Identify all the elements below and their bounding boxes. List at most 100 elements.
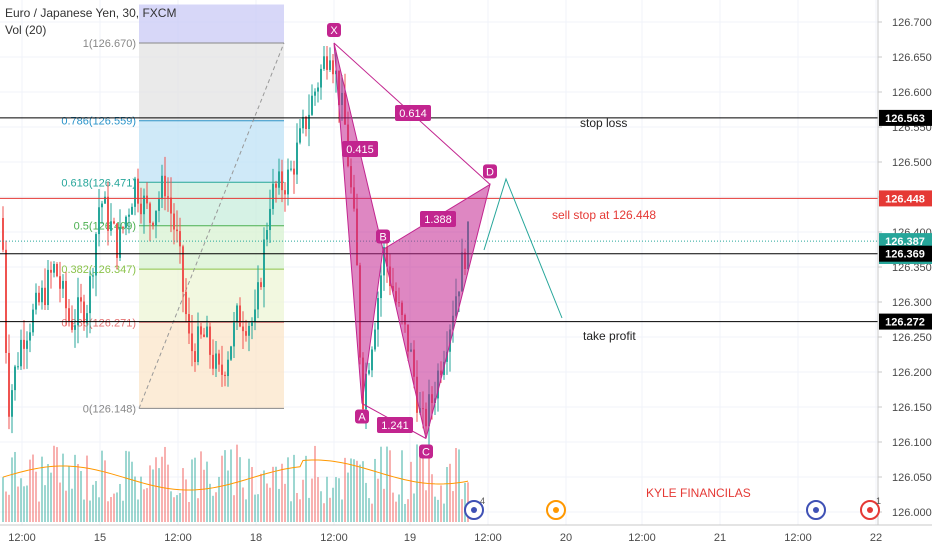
candle-body-22[interactable] bbox=[68, 308, 70, 321]
candle-body-108[interactable] bbox=[326, 56, 328, 70]
candle-body-0[interactable] bbox=[2, 218, 4, 250]
candle-body-67[interactable] bbox=[203, 334, 205, 337]
candle-body-61[interactable] bbox=[185, 291, 187, 315]
candle-body-4[interactable] bbox=[14, 366, 16, 391]
price-marker-0[interactable] bbox=[879, 109, 932, 126]
candle-body-28[interactable] bbox=[86, 313, 88, 324]
candle-body-44[interactable] bbox=[134, 178, 136, 207]
candle-body-33[interactable] bbox=[101, 203, 103, 208]
price-marker-2[interactable] bbox=[879, 233, 932, 250]
price-marker-4[interactable] bbox=[879, 245, 932, 262]
candle-body-105[interactable] bbox=[317, 87, 319, 92]
candle-body-41[interactable] bbox=[125, 216, 127, 228]
price-marker-1[interactable] bbox=[879, 190, 932, 207]
candle-body-102[interactable] bbox=[308, 114, 310, 129]
candle-body-71[interactable] bbox=[215, 353, 217, 369]
pattern-point-box-D[interactable] bbox=[483, 164, 497, 179]
candle-body-48[interactable] bbox=[146, 195, 148, 204]
candle-body-30[interactable] bbox=[92, 275, 94, 277]
candle-body-68[interactable] bbox=[206, 326, 208, 337]
candle-body-47[interactable] bbox=[143, 195, 145, 215]
candle-body-17[interactable] bbox=[53, 263, 55, 273]
candle-body-124[interactable] bbox=[374, 329, 376, 350]
candle-body-75[interactable] bbox=[227, 359, 229, 377]
candle-body-127[interactable] bbox=[383, 246, 385, 276]
candle-body-85[interactable] bbox=[257, 282, 259, 310]
candle-body-56[interactable] bbox=[170, 197, 172, 214]
candle-body-122[interactable] bbox=[368, 370, 370, 374]
candle-body-55[interactable] bbox=[167, 196, 169, 198]
candle-body-26[interactable] bbox=[80, 297, 82, 302]
candle-body-84[interactable] bbox=[254, 309, 256, 323]
candle-body-79[interactable] bbox=[239, 305, 241, 327]
candle-body-21[interactable] bbox=[65, 280, 67, 309]
candle-body-9[interactable] bbox=[29, 332, 31, 341]
candle-body-58[interactable] bbox=[176, 229, 178, 232]
candle-body-39[interactable] bbox=[119, 227, 121, 258]
candle-body-66[interactable] bbox=[200, 326, 202, 335]
candle-body-103[interactable] bbox=[311, 95, 313, 115]
candle-body-98[interactable] bbox=[296, 142, 298, 175]
candle-body-96[interactable] bbox=[290, 168, 292, 170]
candle-body-59[interactable] bbox=[179, 231, 181, 247]
candle-body-83[interactable] bbox=[251, 322, 253, 326]
candle-body-16[interactable] bbox=[50, 269, 52, 273]
candle-body-2[interactable] bbox=[8, 352, 10, 417]
price-marker-5[interactable] bbox=[879, 313, 932, 330]
candle-body-36[interactable] bbox=[110, 221, 112, 231]
candle-body-99[interactable] bbox=[299, 128, 301, 143]
candle-body-72[interactable] bbox=[218, 353, 220, 365]
candle-body-106[interactable] bbox=[320, 68, 322, 88]
candle-body-73[interactable] bbox=[221, 364, 223, 375]
candle-body-78[interactable] bbox=[236, 305, 238, 322]
candle-body-89[interactable] bbox=[269, 208, 271, 231]
candle-body-54[interactable] bbox=[164, 175, 166, 197]
candle-body-42[interactable] bbox=[128, 214, 130, 217]
candle-body-88[interactable] bbox=[266, 230, 268, 240]
candle-body-37[interactable] bbox=[113, 221, 115, 224]
candle-body-1[interactable] bbox=[5, 249, 7, 353]
pattern-point-box-B[interactable] bbox=[376, 229, 390, 244]
candle-body-81[interactable] bbox=[245, 331, 247, 336]
candle-body-121[interactable] bbox=[365, 373, 367, 410]
candle-body-27[interactable] bbox=[83, 301, 85, 324]
candle-body-51[interactable] bbox=[155, 210, 157, 226]
candle-body-31[interactable] bbox=[95, 234, 97, 276]
candle-body-18[interactable] bbox=[56, 263, 58, 277]
candle-body-65[interactable] bbox=[197, 326, 199, 363]
candle-body-13[interactable] bbox=[41, 287, 43, 303]
candle-body-101[interactable] bbox=[305, 116, 307, 129]
candle-body-87[interactable] bbox=[263, 239, 265, 288]
candle-body-50[interactable] bbox=[152, 222, 154, 226]
projection-path[interactable] bbox=[483, 177, 563, 319]
candle-body-126[interactable] bbox=[380, 275, 382, 299]
candle-body-95[interactable] bbox=[287, 169, 289, 195]
candle-body-53[interactable] bbox=[161, 175, 163, 200]
candle-body-86[interactable] bbox=[260, 282, 262, 288]
candle-body-123[interactable] bbox=[371, 349, 373, 371]
candle-body-6[interactable] bbox=[20, 339, 22, 367]
candle-body-125[interactable] bbox=[377, 298, 379, 330]
candle-body-90[interactable] bbox=[272, 183, 274, 209]
candle-body-94[interactable] bbox=[284, 190, 286, 195]
candle-body-40[interactable] bbox=[122, 227, 124, 229]
candle-body-46[interactable] bbox=[140, 203, 142, 215]
candle-body-29[interactable] bbox=[89, 276, 91, 314]
candle-body-91[interactable] bbox=[275, 183, 277, 188]
candle-body-3[interactable] bbox=[11, 390, 13, 417]
candle-body-77[interactable] bbox=[233, 321, 235, 347]
fib-trend-line[interactable] bbox=[138, 42, 285, 409]
candle-body-11[interactable] bbox=[35, 292, 37, 310]
candle-body-64[interactable] bbox=[194, 351, 196, 363]
candle-body-14[interactable] bbox=[44, 287, 46, 306]
candle-body-12[interactable] bbox=[38, 292, 40, 303]
volume-indicator-label[interactable]: Vol (20) bbox=[5, 23, 47, 37]
pattern-point-box-C[interactable] bbox=[419, 444, 433, 459]
candle-body-19[interactable] bbox=[59, 276, 61, 289]
candle-body-10[interactable] bbox=[32, 309, 34, 333]
candle-body-5[interactable] bbox=[17, 366, 19, 368]
candle-body-35[interactable] bbox=[107, 196, 109, 231]
candle-body-45[interactable] bbox=[137, 178, 139, 204]
candle-body-60[interactable] bbox=[182, 246, 184, 292]
